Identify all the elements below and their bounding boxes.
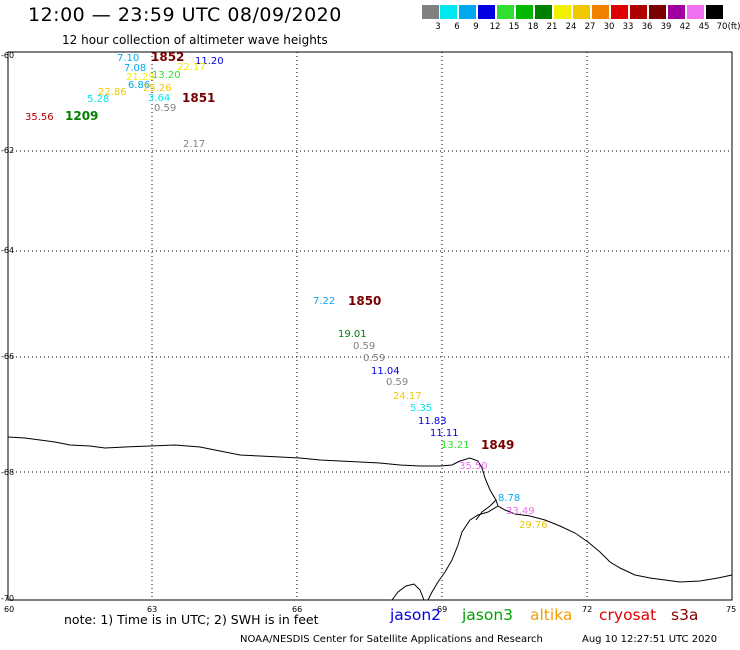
scale-label: 12 [489,22,501,32]
scale-swatch [459,5,476,19]
wave-height-label: 22.17 [177,62,206,73]
lat-tick-labels: -60 -62 -64 -66 -68 -70 [1,51,14,603]
legend-jason3: jason3 [462,606,514,624]
wave-height-label: 11.11 [430,428,459,439]
lat-label: -62 [1,146,14,155]
scale-label: 70 [716,22,728,32]
wave-height-color-scale: 3 6 9 12 15 18 21 24 27 30 33 36 39 42 4… [422,5,740,35]
pass-label: 1209 [65,109,98,123]
wave-height-label: 7.22 [313,296,335,307]
scale-label: 9 [473,22,479,32]
wave-height-label: 24.17 [393,391,422,402]
generated-timestamp: Aug 10 12:27:51 UTC 2020 [582,634,718,645]
scale-swatch [706,5,723,19]
lat-label: -66 [1,352,14,361]
scale-swatch [422,5,439,19]
scale-label: 21 [546,22,558,32]
scale-swatch [668,5,685,19]
scale-label: 36 [641,22,653,32]
scale-label: 30 [603,22,615,32]
wave-height-label: 6.86 [128,80,150,91]
wave-height-label: 7.10 [117,53,139,64]
lon-label: 63 [147,605,157,614]
wave-height-label: 11.20 [195,56,224,67]
lat-label: -70 [1,594,14,603]
legend-jason2: jason2 [390,606,442,624]
scale-unit: (ft) [727,22,740,32]
pass-label: 1849 [481,438,514,452]
wave-height-label: 11.04 [371,366,400,377]
map-title: 12:00 — 23:59 UTC 08/09/2020 [28,4,342,26]
measurements: 7.10 11.20 22.17 7.08 21.29 13.20 6.86 2… [25,53,548,531]
pass-label: 1851 [182,91,215,105]
wave-height-label: 0.59 [353,341,375,352]
legend-s3a: s3a [671,606,699,624]
scale-swatch [611,5,628,19]
pass-labels: 1852 1851 1209 1850 1849 [65,50,514,452]
map-subtitle: 12 hour collection of altimeter wave hei… [62,33,328,47]
scale-swatch [687,5,704,19]
wave-height-label: 0.59 [363,353,385,364]
scale-swatch [649,5,666,19]
scale-swatch [516,5,533,19]
scale-swatch [497,5,514,19]
wave-height-label: 5.28 [87,94,109,105]
scale-swatch [630,5,647,19]
scale-label: 6 [454,22,460,32]
wave-height-label: 0.59 [386,377,408,388]
wave-height-label: 2.17 [183,139,205,150]
wave-height-label: 21.29 [126,72,155,83]
wave-height-label: 35.50 [459,461,488,472]
wave-height-label: 11.83 [418,416,447,427]
scale-label: 45 [698,22,710,32]
scale-label: 24 [565,22,577,32]
wave-height-label: 33.49 [506,506,535,517]
wave-height-label: 3.64 [148,93,170,104]
legend-altika: altika [530,606,573,624]
graticule [8,52,732,600]
wave-height-label: 13.20 [152,70,181,81]
scale-label: 27 [584,22,596,32]
lat-label: -60 [1,51,14,60]
scale-swatch [592,5,609,19]
lon-label: 75 [726,605,736,614]
lon-label: 60 [4,605,14,614]
scale-label: 18 [527,22,539,32]
lon-label: 69 [437,605,447,614]
legend-cryosat: cryosat [599,606,657,624]
pass-label: 1852 [151,50,184,64]
wave-height-label: 35.56 [25,112,54,123]
pass-label: 1850 [348,294,381,308]
lon-tick-labels: 60 63 66 69 72 75 [4,605,736,614]
credit-line: NOAA/NESDIS Center for Satellite Applica… [240,634,543,645]
scale-label: 3 [435,22,441,32]
scale-label: 15 [508,22,520,32]
scale-swatch [573,5,590,19]
wave-height-label: 25.26 [143,83,172,94]
wave-height-label: 8.78 [498,493,520,504]
map-frame [7,51,733,601]
footer-note: note: 1) Time is in UTC; 2) SWH is in fe… [64,612,319,627]
scale-swatch [440,5,457,19]
scale-label: 42 [679,22,691,32]
scale-swatch [535,5,552,19]
lat-label: -68 [1,468,14,477]
wave-height-label: 0.59 [154,103,176,114]
scale-swatch [554,5,571,19]
scale-label: 39 [660,22,672,32]
coastline [7,436,733,601]
lat-label: -64 [1,246,14,255]
wave-height-label: 19.01 [338,329,367,340]
lon-label: 66 [292,605,302,614]
wave-height-label: 7.08 [124,63,146,74]
wave-height-label: 13.21 [441,440,470,451]
lon-label: 72 [582,605,592,614]
scale-swatch [478,5,495,19]
wave-height-label: 29.76 [519,520,548,531]
wave-height-label: 22.86 [98,87,127,98]
wave-height-label: 5.35 [410,403,432,414]
scale-label: 33 [622,22,634,32]
